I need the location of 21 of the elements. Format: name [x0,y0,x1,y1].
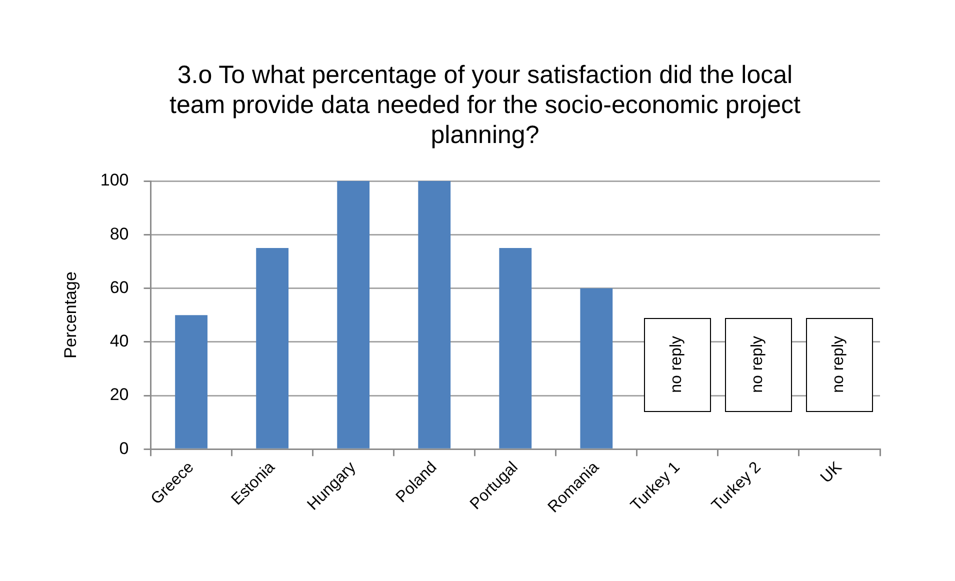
bar [418,181,451,448]
bar [580,288,613,448]
y-tick-label: 80 [110,224,129,244]
callout-box: no reply [724,318,792,412]
y-axis-title: Percentage [60,272,80,359]
bar [256,248,289,448]
x-tick-label: UK [818,458,846,487]
bar [337,181,370,448]
chart-title: 3.o To what percentage of your satisfaction did the local team provide data needed for the socio-economic project planning? [168,60,802,150]
annotation: no reply [668,336,686,394]
y-tick-label: 0 [119,438,129,458]
bar [499,248,532,448]
y-tick-label: 100 [100,170,129,190]
callout-box: no reply [644,318,712,412]
y-tick-label: 40 [110,332,129,351]
y-tick-label: 60 [110,278,129,297]
annotation: no reply [749,336,768,394]
callout-box: no reply [806,318,874,412]
annotation: no reply [830,336,848,394]
bar [175,315,208,448]
y-tick-label: 20 [110,385,129,404]
